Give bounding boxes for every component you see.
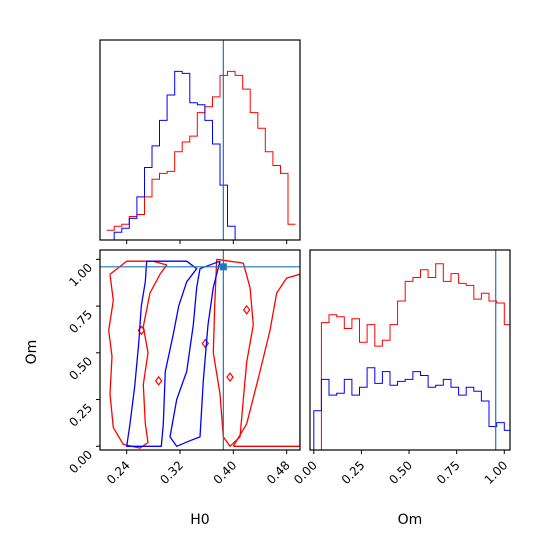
joint-x-tick-label-2: 0.40	[211, 458, 240, 487]
x-axis-label-om: Om	[398, 512, 423, 528]
joint-y-tick-label-4: 1.00	[66, 261, 95, 290]
h0-hist-frame	[99, 39, 301, 241]
om-x-tick-label-0: 0.00	[291, 458, 320, 487]
contour-island-0-4	[242, 304, 251, 315]
h0-hist-series-1	[106, 70, 296, 241]
om-x-tick-label-4: 1.00	[482, 458, 511, 487]
joint-x-tick-label-0: 0.24	[104, 458, 133, 487]
contour-island-0-1	[154, 375, 163, 386]
joint-plot-area	[100, 250, 300, 450]
joint-x-tick-label-3: 0.48	[264, 458, 293, 487]
om-marginal-histogram: 0.00 0.25 0.50 0.75 1.00	[291, 249, 511, 487]
om-hist-series-1	[313, 367, 510, 450]
contour-series-0-0	[108, 260, 168, 449]
contour-series-1-1	[169, 260, 221, 447]
joint-x-tick-label-1: 0.32	[157, 458, 186, 487]
joint-frame	[99, 249, 301, 451]
contour-island-0-3	[226, 372, 234, 383]
contour-island-0-2	[201, 338, 210, 349]
joint-y-tick-label-1: 0.25	[66, 401, 95, 430]
om-plot-area	[313, 250, 510, 450]
om-x-tick-label-3: 0.75	[434, 458, 463, 487]
x-axis-label-h0: H0	[190, 512, 209, 528]
joint-y-tick-label-3: 0.75	[66, 307, 95, 336]
contour-series-1-0	[126, 260, 198, 447]
joint-y-tick-label-0: 0.00	[66, 447, 95, 476]
contour-series-0-2	[232, 273, 300, 447]
y-axis-label-om: Om	[24, 340, 40, 365]
h0-marginal-histogram	[99, 39, 301, 244]
om-hist-frame	[309, 249, 511, 451]
joint-y-tick-label-2: 0.50	[66, 354, 95, 383]
joint-truth-marker	[219, 263, 227, 271]
axis-labels: H0 Om Om	[24, 340, 422, 528]
h0-om-joint-contour: 0.24 0.32 0.40 0.48 0.00 0.25 0.50 0.75 1.00	[66, 249, 301, 487]
om-hist-series-0	[313, 263, 510, 450]
h0-hist-series-0	[106, 70, 296, 231]
om-x-tick-label-2: 0.50	[386, 458, 415, 487]
om-x-tick-label-1: 0.25	[339, 458, 368, 487]
contour-series-0-1	[212, 258, 254, 447]
